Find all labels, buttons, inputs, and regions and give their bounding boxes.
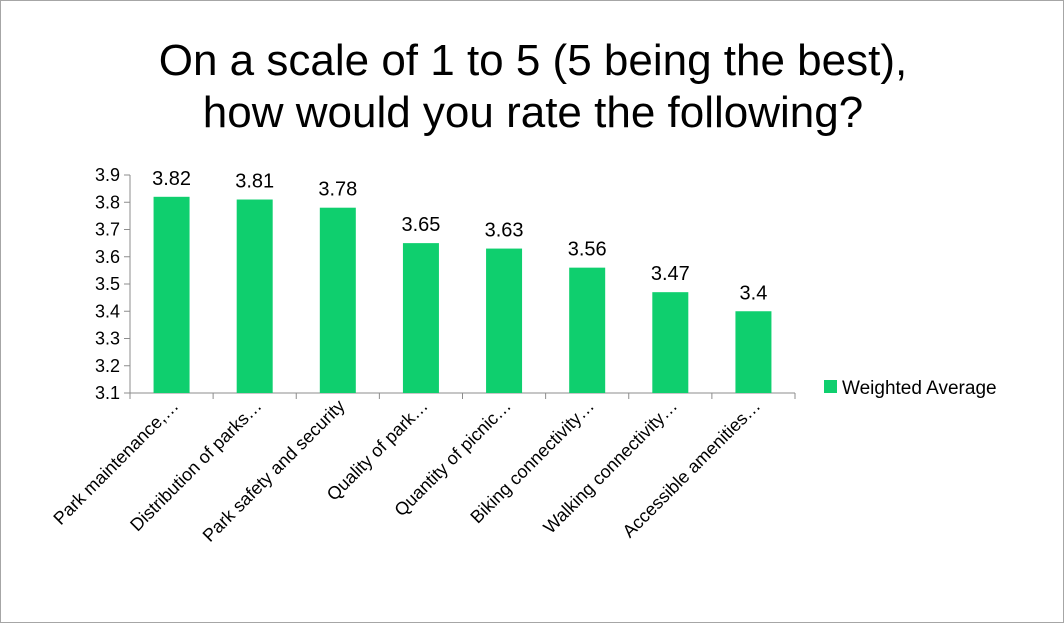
bar [486, 248, 523, 393]
bar [652, 292, 689, 393]
data-label: 3.81 [235, 171, 274, 193]
bar [153, 196, 190, 393]
x-axis [129, 392, 796, 399]
chart-title-line-2: how would you rate the following? [202, 88, 864, 137]
category-label: Park safety and security [199, 396, 349, 546]
y-tick-label: 3.8 [95, 192, 120, 212]
y-tick-label: 3.2 [95, 356, 120, 376]
legend-swatch [824, 380, 837, 393]
data-labels: 3.82 3.81 3.78 3.65 3.63 3.56 3.47 3.4 [152, 168, 767, 304]
bar [569, 267, 606, 393]
bar-series [153, 196, 772, 393]
y-tick-label: 3.9 [95, 165, 120, 185]
bar [735, 311, 772, 393]
chart-title-line-1: On a scale of 1 to 5 (5 being the best), [158, 36, 908, 85]
y-tick-label: 3.6 [95, 247, 120, 267]
y-tick-label: 3.1 [95, 383, 120, 403]
y-tick-label: 3.7 [95, 220, 120, 240]
y-tick-label: 3.3 [95, 329, 120, 349]
category-label: Walking connectivity… [539, 396, 681, 538]
y-tick-label: 3.4 [95, 301, 120, 321]
data-label: 3.56 [568, 239, 607, 261]
data-label: 3.65 [401, 214, 440, 236]
category-labels: Park maintenance,…Distribution of parks…… [49, 396, 764, 546]
category-label: Accessible amenities… [619, 396, 765, 542]
data-label: 3.82 [152, 168, 191, 190]
bar [319, 207, 356, 393]
data-label: 3.4 [740, 282, 768, 304]
bar [236, 199, 273, 393]
data-label: 3.78 [318, 179, 357, 201]
data-label: 3.63 [485, 220, 524, 242]
y-axis: 3.1 3.2 3.3 3.4 3.5 3.6 3.7 3.8 3.9 [95, 165, 131, 403]
data-label: 3.47 [651, 263, 690, 285]
y-tick-label: 3.5 [95, 274, 120, 294]
legend: Weighted Average [824, 378, 997, 399]
bar [402, 243, 439, 393]
legend-label: Weighted Average [842, 378, 997, 399]
chart-title: On a scale of 1 to 5 (5 being the best),… [1, 35, 1064, 139]
